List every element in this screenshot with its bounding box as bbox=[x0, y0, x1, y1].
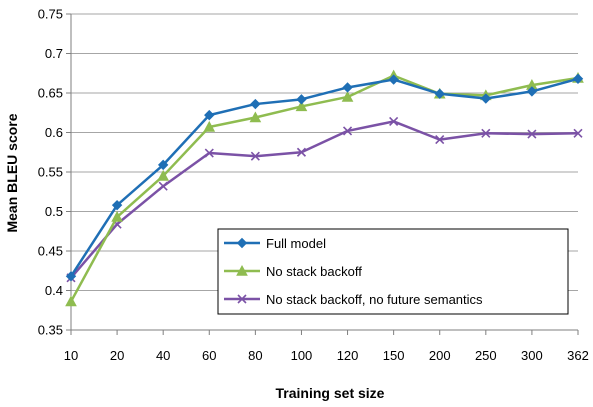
series-layer bbox=[65, 69, 584, 307]
legend-items: Full model No stack backoff No stack backo… bbox=[224, 236, 483, 307]
y-tick-label: 0.65 bbox=[38, 86, 63, 101]
x-marker-stroke bbox=[296, 147, 307, 157]
legend-item: No stack backoff bbox=[224, 264, 362, 279]
x-marker-stroke bbox=[204, 148, 214, 158]
x-marker-stroke bbox=[481, 128, 491, 138]
data-point bbox=[250, 151, 260, 161]
data-point bbox=[203, 120, 216, 132]
x-tick-label: 20 bbox=[110, 348, 124, 363]
x-marker-stroke bbox=[435, 135, 445, 145]
data-point bbox=[204, 148, 214, 158]
legend-item: No stack backoff, no future semantics bbox=[224, 292, 483, 307]
data-point bbox=[573, 128, 583, 138]
y-tick-label: 0.4 bbox=[45, 283, 63, 298]
data-point bbox=[481, 128, 491, 138]
x-tick-label: 200 bbox=[429, 348, 451, 363]
x-tick-label: 40 bbox=[156, 348, 170, 363]
data-point bbox=[158, 181, 168, 191]
x-tick-label: 150 bbox=[383, 348, 405, 363]
data-point bbox=[434, 88, 445, 99]
x-tick-label: 10 bbox=[64, 348, 78, 363]
series-3 bbox=[66, 116, 583, 283]
x-marker-stroke bbox=[573, 128, 583, 138]
data-point bbox=[342, 82, 353, 93]
data-point bbox=[296, 147, 307, 157]
x-marker-stroke bbox=[527, 129, 537, 139]
x-tick-labels: 10 20 40 60 80 100 120 150 200 250 300 362 bbox=[64, 348, 589, 363]
y-tick-label: 0.75 bbox=[38, 7, 63, 22]
x-tick-label: 120 bbox=[337, 348, 359, 363]
legend-item: Full model bbox=[224, 236, 326, 251]
data-point bbox=[527, 129, 537, 139]
x-marker-stroke bbox=[237, 294, 247, 304]
x-tick-label: 100 bbox=[291, 348, 313, 363]
series-line bbox=[69, 74, 579, 303]
y-tick-label: 0.35 bbox=[38, 323, 63, 338]
data-point bbox=[157, 159, 169, 171]
x-marker-stroke bbox=[389, 116, 399, 127]
x-marker-stroke bbox=[250, 151, 260, 161]
legend-marker bbox=[236, 237, 248, 249]
legend-marker bbox=[236, 264, 248, 276]
data-point bbox=[388, 74, 399, 85]
legend-marker bbox=[237, 294, 247, 304]
data-point bbox=[572, 73, 584, 84]
y-tick-label: 0.7 bbox=[45, 46, 63, 61]
legend-label: Full model bbox=[266, 236, 326, 251]
legend-box bbox=[217, 228, 569, 315]
data-point bbox=[435, 135, 445, 145]
legend-label: No stack backoff bbox=[266, 264, 362, 279]
data-point bbox=[157, 169, 170, 181]
series-line bbox=[70, 120, 579, 279]
x-marker-stroke bbox=[342, 126, 353, 136]
legend-label: No stack backoff, no future semantics bbox=[266, 292, 483, 307]
y-tick-label: 0.5 bbox=[45, 204, 63, 219]
legend: Full model No stack backoff No stack backo… bbox=[217, 228, 569, 315]
x-tick-label: 362 bbox=[567, 348, 589, 363]
y-tick-label: 0.45 bbox=[38, 244, 63, 259]
x-axis-title: Training set size bbox=[276, 385, 385, 401]
data-point bbox=[65, 295, 77, 307]
y-tick-label: 0.55 bbox=[38, 165, 63, 180]
x-marker-stroke bbox=[158, 181, 168, 191]
data-point bbox=[65, 271, 77, 282]
data-point bbox=[204, 109, 215, 121]
x-tick-label: 300 bbox=[521, 348, 543, 363]
data-point bbox=[389, 116, 399, 127]
data-point bbox=[111, 199, 123, 211]
y-tick-labels: 0.35 0.4 0.45 0.5 0.55 0.6 0.65 0.7 0.75 bbox=[38, 7, 63, 338]
data-point bbox=[250, 98, 261, 110]
data-point bbox=[480, 93, 492, 104]
series-1 bbox=[65, 73, 584, 282]
data-point bbox=[111, 210, 123, 222]
y-axis-title: Mean BLEU score bbox=[4, 113, 20, 232]
data-point bbox=[296, 94, 307, 105]
data-point bbox=[341, 90, 354, 102]
x-tick-label: 80 bbox=[248, 348, 262, 363]
data-point bbox=[249, 111, 262, 123]
data-point bbox=[342, 126, 353, 136]
x-tick-label: 60 bbox=[202, 348, 216, 363]
data-point bbox=[526, 86, 538, 97]
series-line bbox=[69, 77, 579, 277]
y-tick-label: 0.6 bbox=[45, 125, 63, 140]
x-tick-label: 250 bbox=[475, 348, 497, 363]
data-point bbox=[295, 100, 308, 112]
